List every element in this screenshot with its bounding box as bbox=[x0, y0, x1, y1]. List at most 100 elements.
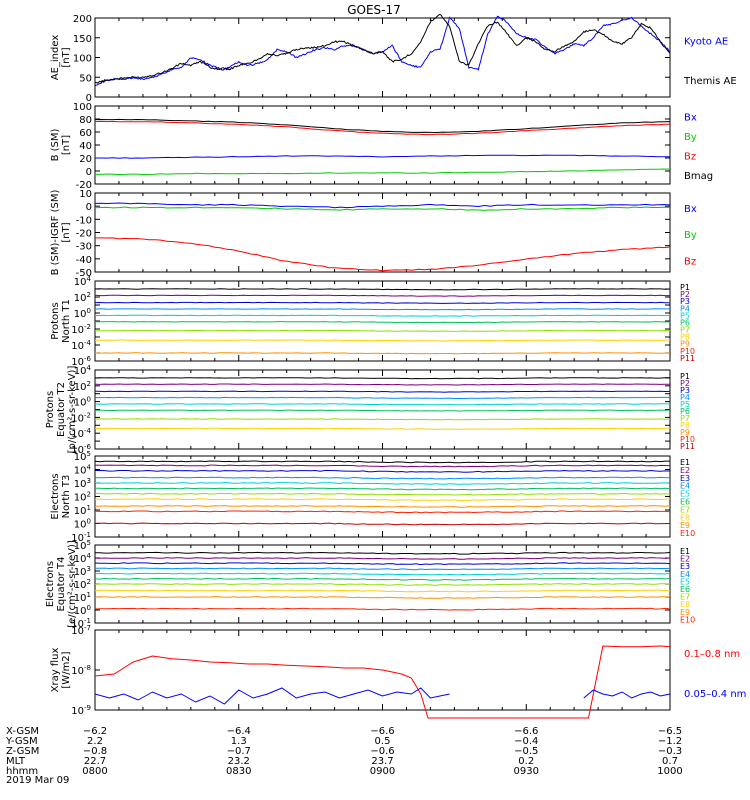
channel-line bbox=[94, 577, 671, 581]
channel-line bbox=[94, 498, 671, 502]
legend-entry: 0.05–0.4 nm bbox=[684, 689, 746, 700]
footer-value: 22.7 bbox=[84, 756, 106, 767]
channel-line bbox=[94, 390, 671, 393]
channel-line bbox=[94, 522, 671, 526]
y-tick-label: 0 bbox=[86, 167, 92, 178]
channel-label: P10 bbox=[680, 347, 695, 356]
channel-line bbox=[94, 510, 671, 514]
footer-value: −6.2 bbox=[83, 726, 107, 737]
y-tick-label: 50 bbox=[79, 73, 92, 84]
series-line-bz bbox=[94, 120, 671, 136]
y-axis-label: B (SM)-IGRF (SM) bbox=[50, 190, 61, 276]
footer-row-label: X-GSM bbox=[6, 726, 39, 737]
footer-row-label: Y-GSM bbox=[5, 736, 38, 747]
channel-label: P7 bbox=[680, 414, 690, 423]
channel-label: P2 bbox=[680, 290, 690, 299]
footer-row-label: hhmm bbox=[6, 766, 38, 777]
channel-label: P11 bbox=[680, 442, 695, 451]
channel-label: P6 bbox=[680, 318, 690, 327]
channel-line bbox=[94, 572, 671, 576]
y-axis-label: Equator T4 bbox=[56, 557, 67, 612]
footer-value: 23.2 bbox=[228, 756, 250, 767]
y-axis-label: B (SM) bbox=[50, 128, 61, 161]
y-tick-label: 10-7 bbox=[71, 624, 91, 637]
footer-date: 2019 Mar 09 bbox=[6, 775, 69, 786]
y-tick-label: 10-1 bbox=[71, 617, 91, 630]
channel-label: P5 bbox=[680, 400, 690, 409]
y-axis-label: Electrons bbox=[50, 473, 61, 519]
channel-line bbox=[94, 383, 670, 386]
footer-value: −1.2 bbox=[658, 736, 682, 747]
footer-value: 0900 bbox=[370, 766, 395, 777]
channel-label: P9 bbox=[680, 340, 690, 349]
channel-label: E7 bbox=[680, 505, 690, 514]
channel-label: E9 bbox=[680, 608, 690, 617]
xray-series-line bbox=[583, 689, 671, 699]
y-tick-label: -20 bbox=[76, 180, 92, 191]
channel-line bbox=[94, 482, 671, 485]
y-axis-label: [p/(cm²-s-sr-keV)] bbox=[67, 366, 78, 454]
y-tick-label: 102 bbox=[74, 578, 91, 591]
y-tick-label: 100 bbox=[73, 54, 92, 65]
channel-label: P10 bbox=[680, 435, 695, 444]
channel-label: P9 bbox=[680, 428, 690, 437]
panel-frame bbox=[94, 455, 671, 538]
footer-value: 2.2 bbox=[87, 736, 103, 747]
legend-entry: By bbox=[684, 230, 697, 241]
channel-label: P1 bbox=[680, 283, 690, 292]
panel-bigrf: -50 -40 -30 -20 -10 0 10 B (SM)-IGRF (SM) [nT] Bx… bbox=[50, 189, 697, 279]
channel-line bbox=[94, 505, 671, 508]
y-tick-label: 105 bbox=[74, 450, 91, 463]
y-tick-label: 103 bbox=[74, 565, 91, 578]
channel-label: P5 bbox=[680, 311, 690, 320]
y-tick-label: 10-6 bbox=[71, 443, 91, 456]
footer-value: 23.7 bbox=[371, 756, 393, 767]
y-axis-label: Xray flux bbox=[50, 648, 61, 693]
y-tick-label: -30 bbox=[76, 242, 92, 253]
y-tick-label: 105 bbox=[74, 539, 91, 552]
footer-value: −0.4 bbox=[514, 736, 538, 747]
channel-line bbox=[94, 308, 670, 311]
footer-value: 0.7 bbox=[662, 756, 678, 767]
y-axis-label: [W/m2] bbox=[61, 651, 72, 688]
y-axis-label: Equator T2 bbox=[56, 382, 67, 437]
channel-label: E2 bbox=[680, 466, 690, 475]
xray-series-line bbox=[94, 645, 671, 719]
channel-label: E3 bbox=[680, 562, 690, 571]
channel-line bbox=[94, 377, 670, 380]
legend-entry: Themis AE bbox=[683, 76, 737, 87]
footer-value: −0.3 bbox=[658, 746, 682, 757]
y-tick-label: -20 bbox=[76, 229, 92, 240]
channel-label: E5 bbox=[680, 490, 690, 499]
legend-entry: Bx bbox=[684, 113, 697, 124]
series-line-bmag bbox=[94, 118, 671, 134]
channel-line bbox=[94, 427, 670, 430]
footer-value: −0.8 bbox=[83, 746, 107, 757]
legend-entry: 0.1–0.8 nm bbox=[684, 649, 740, 660]
footer-value: −0.5 bbox=[514, 746, 538, 757]
channel-label: E4 bbox=[680, 482, 690, 491]
panel-prot_t2: 10-6 10-4 10-2 100 102 104 Protons Equator T2 [p… bbox=[45, 364, 695, 456]
channel-label: P11 bbox=[680, 354, 695, 363]
y-axis-label: North T1 bbox=[61, 299, 72, 343]
footer-value: 0930 bbox=[514, 766, 539, 777]
y-tick-label: 102 bbox=[74, 491, 91, 504]
footer-value: 1.3 bbox=[231, 736, 247, 747]
y-axis-label: [nT] bbox=[61, 47, 72, 67]
channel-line bbox=[95, 567, 671, 571]
y-axis-label: North T3 bbox=[61, 475, 72, 519]
series-line-themis-ae bbox=[95, 13, 671, 84]
channel-line bbox=[94, 339, 671, 342]
legend-entry: Bz bbox=[684, 256, 696, 267]
channel-line bbox=[94, 476, 671, 480]
y-tick-label: 101 bbox=[74, 591, 91, 604]
y-tick-label: 10-1 bbox=[71, 531, 91, 544]
channel-line bbox=[95, 409, 671, 412]
y-tick-label: 104 bbox=[74, 464, 92, 477]
channel-label: P8 bbox=[680, 421, 690, 430]
y-axis-label: Protons bbox=[50, 302, 61, 339]
channel-label: P3 bbox=[680, 386, 690, 395]
channel-line bbox=[94, 321, 671, 324]
y-tick-label: -10 bbox=[76, 215, 92, 226]
series-line-by bbox=[94, 168, 671, 176]
